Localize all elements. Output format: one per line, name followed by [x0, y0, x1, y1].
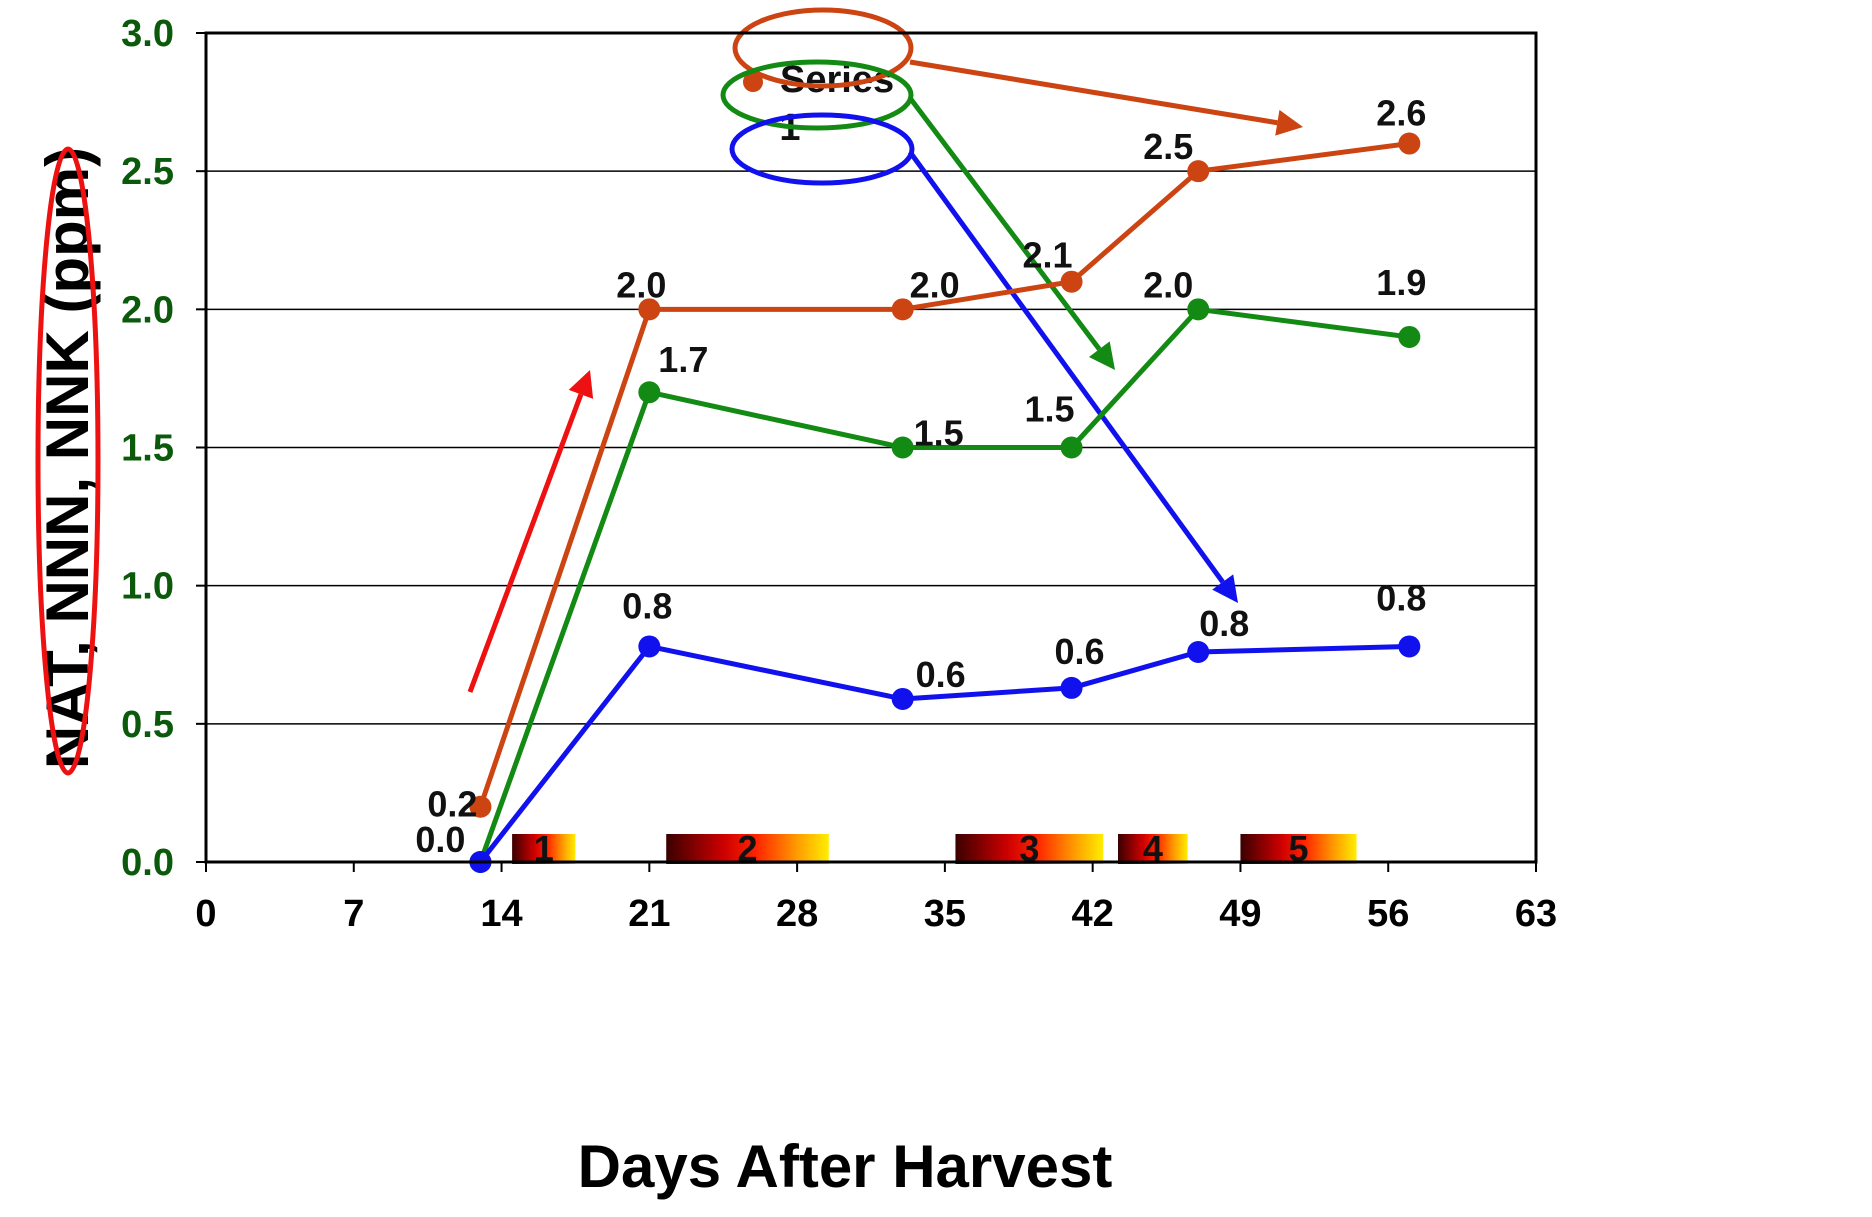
rise-arrow [467, 370, 594, 693]
x-tick-label: 56 [1367, 893, 1409, 935]
stage-bar [955, 834, 1104, 864]
data-label: 0.8 [1199, 603, 1249, 644]
stage-label: 3 [1019, 828, 1039, 869]
x-tick-label: 21 [628, 893, 670, 935]
x-tick-label: 35 [924, 893, 966, 935]
series-2-line [478, 306, 1410, 863]
data-label: 0.2 [427, 784, 477, 825]
stage-bar [1118, 834, 1188, 864]
stage-label: 2 [737, 828, 757, 869]
data-label: 1.9 [1376, 262, 1426, 303]
x-tick-label: 7 [343, 893, 364, 935]
data-labels: 0.2 2.0 2.0 2.1 2.5 2.6 1.7 1.5 1.5 2.0 1.9 0.0 0.8 0… [415, 93, 1426, 860]
series-1-arrow [909, 59, 1303, 136]
stage-label: 1 [534, 828, 554, 869]
series-2-arrow [908, 96, 1115, 370]
series-3-arrow-head [1212, 574, 1238, 603]
y-tick-label: 1.5 [121, 428, 174, 470]
series-3-point [1187, 640, 1210, 663]
x-axis-ticks: 0 7 14 21 28 35 42 49 56 63 [195, 862, 1557, 935]
series-2-point [891, 436, 914, 459]
x-tick-label: 14 [480, 893, 522, 935]
data-label: 2.0 [616, 264, 666, 305]
series-1-point [1060, 270, 1083, 293]
series-2-arrow-shaft [908, 96, 1102, 351]
series-3-point [891, 687, 914, 710]
stage-label: 5 [1288, 828, 1308, 869]
series-1-point [469, 795, 492, 818]
series-1-line [478, 141, 1410, 808]
series-2-point [638, 381, 661, 404]
series-1-point [891, 298, 914, 321]
series-2-arrow-head [1088, 341, 1115, 370]
y-tick-label: 2.0 [121, 289, 174, 331]
y-axis-ticks: 0.0 0.5 1.0 1.5 2.0 2.5 3.0 [121, 13, 206, 884]
series-1-arrow-shaft [909, 59, 1278, 126]
data-label: 2.5 [1143, 126, 1193, 167]
legend-ellipse-3 [729, 112, 915, 186]
legend-marker [743, 72, 763, 92]
x-tick-label: 42 [1072, 893, 1114, 935]
data-label: 2.0 [1143, 264, 1193, 305]
series-1-point [638, 298, 661, 321]
stage-label: 4 [1143, 828, 1163, 869]
data-label: 0.8 [622, 585, 672, 626]
y-axis-title-highlight [35, 146, 101, 776]
data-label: 1.5 [914, 413, 964, 454]
stage-bars: 1 2 3 4 5 [512, 828, 1357, 869]
series-2-point [1398, 325, 1421, 348]
series-3-point [638, 635, 661, 658]
series-3-arrow-shaft [907, 150, 1225, 584]
data-label: 2.6 [1376, 93, 1426, 134]
legend-ellipse-2 [720, 59, 914, 131]
data-label: 1.5 [1025, 389, 1075, 430]
legend-ellipse-1 [732, 7, 914, 89]
annotation-arrows [467, 59, 1303, 693]
data-label: 0.6 [916, 654, 966, 695]
stage-bar [1240, 834, 1357, 864]
data-label: 2.1 [1023, 235, 1073, 276]
y-tick-label: 0.0 [121, 842, 174, 884]
data-label: 0.8 [1376, 577, 1426, 618]
x-tick-label: 28 [776, 893, 818, 935]
x-tick-label: 0 [195, 893, 216, 935]
x-tick-label: 63 [1515, 893, 1557, 935]
x-axis-title: Days After Harvest [578, 1133, 1113, 1200]
y-tick-label: 1.0 [121, 566, 174, 608]
series-2-point [1187, 298, 1210, 321]
data-label: 0.6 [1055, 631, 1105, 672]
series-1-point [1187, 160, 1210, 183]
series-2-point [1060, 436, 1083, 459]
data-label: 2.0 [910, 264, 960, 305]
series-3-arrow [907, 150, 1238, 603]
data-label: 0.0 [415, 819, 465, 860]
series-3-point [1398, 635, 1421, 658]
y-tick-label: 2.5 [121, 151, 174, 193]
x-tick-label: 49 [1219, 893, 1261, 935]
y-tick-label: 3.0 [121, 13, 174, 55]
series-group [469, 132, 1421, 873]
series-3-line [478, 643, 1410, 864]
stage-bar [666, 834, 829, 864]
data-label: 1.7 [658, 339, 708, 380]
rise-arrow-shaft [467, 393, 584, 693]
y-tick-label: 0.5 [121, 704, 174, 746]
series-1-arrow-head [1275, 109, 1303, 136]
stage-bar [512, 834, 576, 864]
series-3-point [1060, 676, 1083, 699]
rise-arrow-head [568, 370, 594, 399]
series-1-point [1398, 132, 1421, 155]
